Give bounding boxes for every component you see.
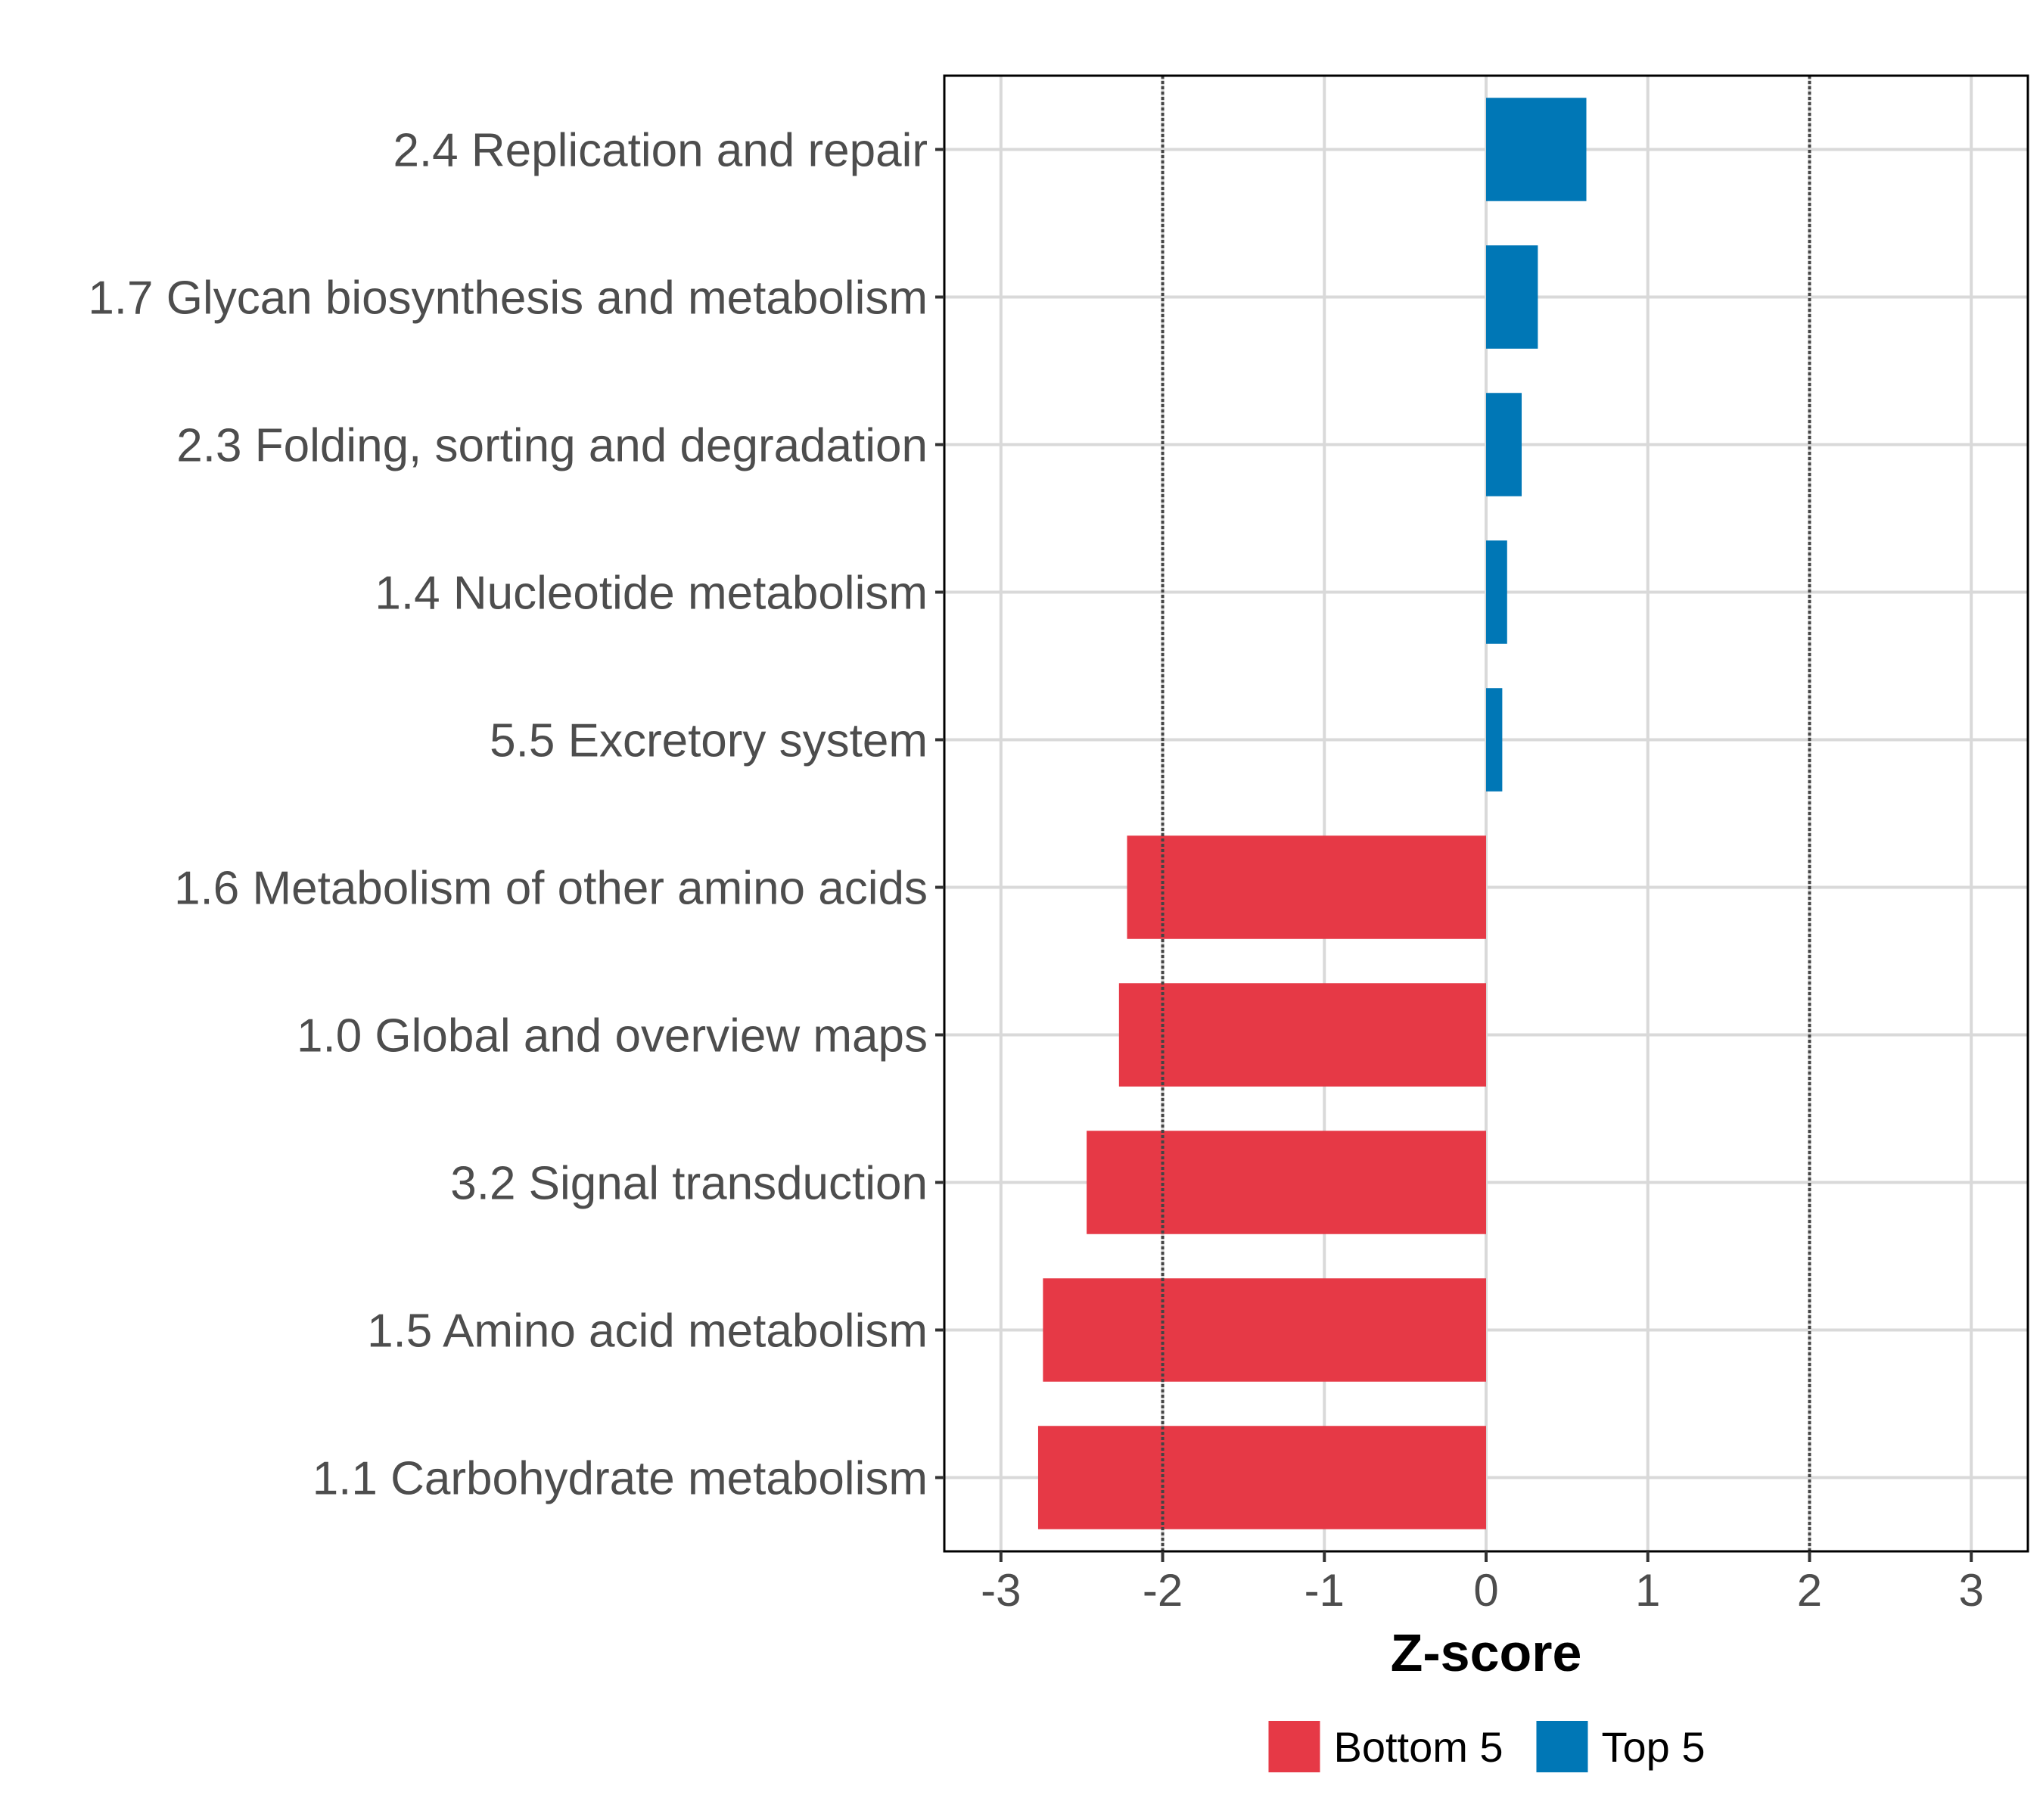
x-tick-label-1: -3 (981, 1565, 1021, 1616)
category-label-6: 1.6 Metabolism of other amino acids (174, 863, 928, 915)
legend-key-2 (1536, 1721, 1588, 1772)
legend-key-1 (1268, 1721, 1320, 1772)
bar-8 (1087, 1131, 1486, 1234)
category-label-3: 2.3 Folding, sorting and degradation (176, 420, 928, 472)
x-tick-label-2: -2 (1143, 1565, 1183, 1616)
bar-6 (1127, 835, 1486, 939)
x-axis-title: Z-score (1391, 1623, 1582, 1682)
bar-4 (1486, 540, 1507, 644)
category-label-8: 3.2 Signal transduction (450, 1158, 928, 1210)
category-label-4: 1.4 Nucleotide metabolism (375, 568, 928, 620)
bar-7 (1118, 983, 1486, 1087)
bar-5 (1486, 688, 1503, 792)
x-tick-label-3: -1 (1304, 1565, 1345, 1616)
bar-2 (1486, 245, 1538, 349)
legend: Bottom 5 Top 5 (1268, 1721, 1705, 1772)
bar-layer (1037, 98, 1587, 1529)
legend-label-2: Top 5 (1601, 1723, 1705, 1771)
reference-lines (1161, 76, 1811, 1551)
category-label-2: 1.7 Glycan biosynthesis and metabolism (88, 272, 928, 325)
bar-9 (1043, 1278, 1486, 1382)
legend-label-1: Bottom 5 (1333, 1723, 1503, 1771)
x-tick-label-4: 0 (1473, 1565, 1498, 1616)
bar-3 (1486, 393, 1522, 496)
category-label-5: 5.5 Excretory system (490, 715, 928, 767)
category-label-1: 2.4 Replication and repair (393, 125, 928, 177)
x-tick-label-6: 2 (1797, 1565, 1822, 1616)
bar-1 (1486, 98, 1587, 201)
x-tick-label-7: 3 (1959, 1565, 1984, 1616)
category-label-10: 1.1 Carbohydrate metabolism (313, 1453, 928, 1505)
y-axis: 2.4 Replication and repair 1.7 Glycan bio… (88, 125, 944, 1505)
x-axis: -3 -2 -1 0 1 2 3 (981, 1551, 1984, 1616)
x-tick-label-5: 1 (1635, 1565, 1660, 1616)
bar-10 (1037, 1426, 1486, 1529)
category-label-7: 1.0 Global and overview maps (297, 1010, 928, 1062)
category-label-9: 1.5 Amino acid metabolism (367, 1305, 928, 1358)
